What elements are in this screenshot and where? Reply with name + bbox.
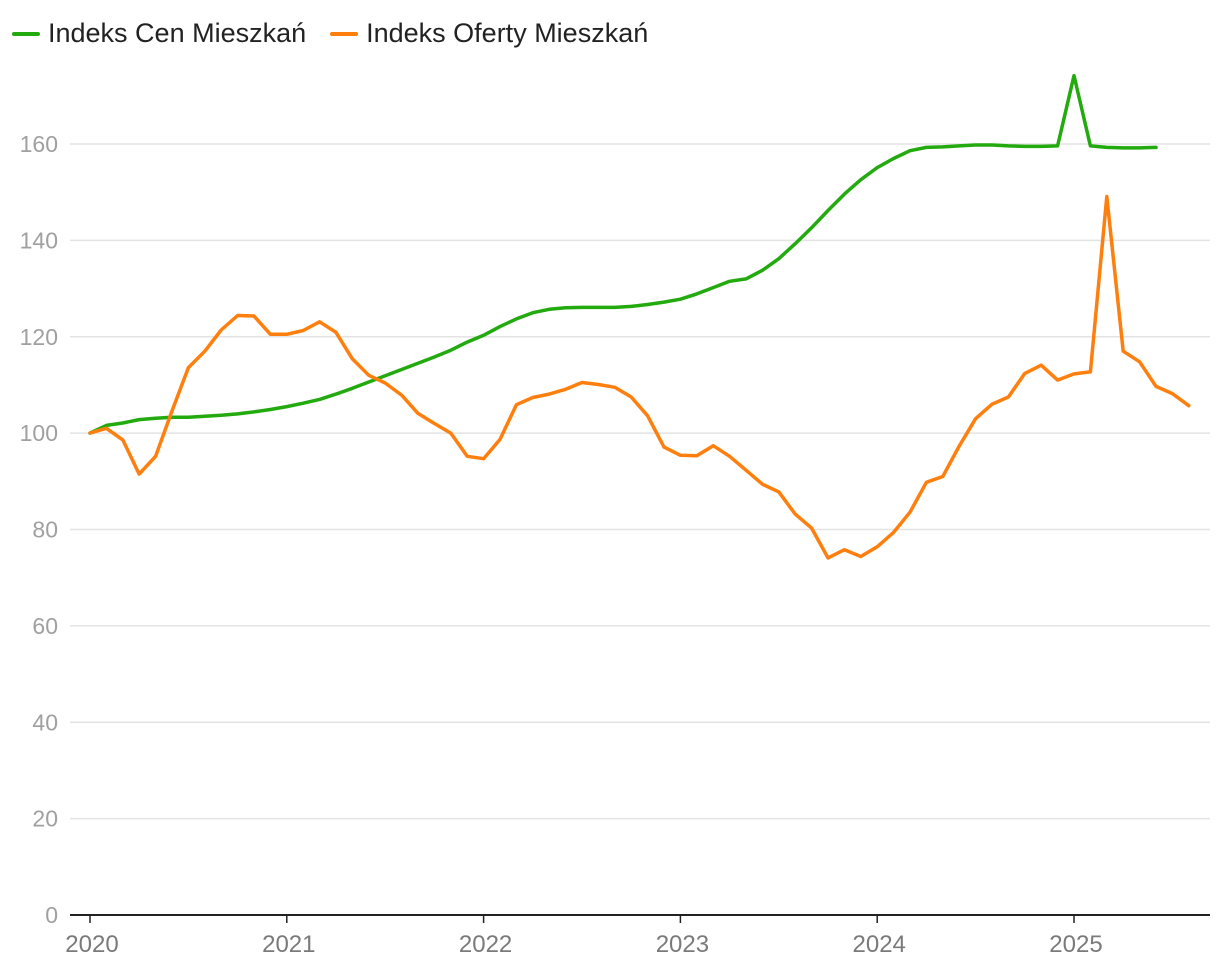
- x-tick-label-2025: 2025: [1049, 931, 1102, 958]
- y-tick-label-60: 60: [32, 613, 58, 639]
- series-line-indeks-cen: [88, 73, 1158, 435]
- legend-label-prices: Indeks Cen Mieszkań: [48, 18, 307, 48]
- x-tick-label-2024: 2024: [853, 931, 906, 958]
- y-tick-label-0: 0: [45, 902, 58, 928]
- x-tick-label-2023: 2023: [656, 931, 709, 958]
- y-tick-label-20: 20: [32, 806, 58, 832]
- y-tick-label-160: 160: [20, 131, 58, 157]
- legend-item-prices[interactable]: Indeks Cen Mieszkań: [12, 18, 306, 49]
- legend-swatch-prices: [12, 31, 40, 36]
- legend-label-offers: Indeks Oferty Mieszkań: [366, 18, 649, 48]
- x-tick-label-2021: 2021: [262, 931, 315, 958]
- legend: Indeks Cen Mieszkań Indeks Oferty Mieszk…: [12, 18, 672, 49]
- x-tick-label-2020: 2020: [65, 931, 118, 958]
- y-tick-label-100: 100: [20, 420, 58, 446]
- y-tick-label-120: 120: [20, 324, 58, 350]
- legend-swatch-offers: [330, 31, 359, 36]
- legend-item-offers[interactable]: Indeks Oferty Mieszkań: [330, 18, 648, 49]
- y-tick-label-80: 80: [32, 517, 58, 543]
- y-tick-label-40: 40: [32, 709, 58, 735]
- x-tick-label-2022: 2022: [459, 931, 512, 958]
- series-line-indeks-oferty: [88, 194, 1191, 560]
- y-tick-label-140: 140: [20, 227, 58, 253]
